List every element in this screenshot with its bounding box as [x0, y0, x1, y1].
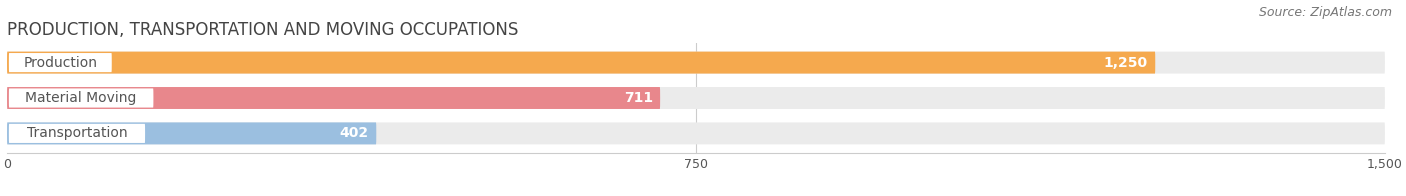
FancyBboxPatch shape: [8, 124, 145, 143]
Text: PRODUCTION, TRANSPORTATION AND MOVING OCCUPATIONS: PRODUCTION, TRANSPORTATION AND MOVING OC…: [7, 21, 519, 39]
FancyBboxPatch shape: [8, 53, 111, 72]
Text: 402: 402: [340, 126, 368, 140]
FancyBboxPatch shape: [7, 87, 1385, 109]
FancyBboxPatch shape: [7, 122, 377, 144]
Text: 711: 711: [624, 91, 652, 105]
Text: Material Moving: Material Moving: [25, 91, 136, 105]
Text: Transportation: Transportation: [27, 126, 128, 140]
FancyBboxPatch shape: [7, 122, 1385, 144]
FancyBboxPatch shape: [7, 87, 661, 109]
Text: Source: ZipAtlas.com: Source: ZipAtlas.com: [1258, 6, 1392, 19]
FancyBboxPatch shape: [8, 88, 153, 108]
FancyBboxPatch shape: [7, 52, 1156, 74]
FancyBboxPatch shape: [7, 52, 1385, 74]
Text: 1,250: 1,250: [1104, 56, 1147, 70]
Text: Production: Production: [24, 56, 97, 70]
